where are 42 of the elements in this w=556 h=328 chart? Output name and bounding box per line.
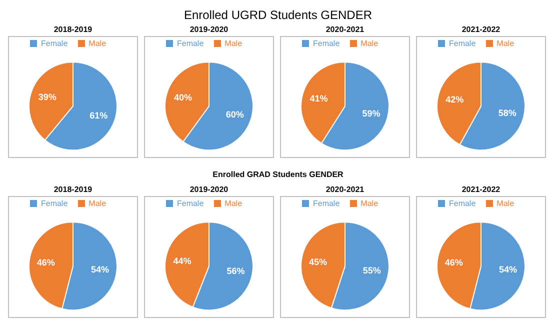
- data-label: 61%: [90, 110, 108, 120]
- legend-label: Female: [40, 39, 68, 48]
- legend-label: Male: [496, 199, 514, 208]
- legend-label: Male: [88, 199, 106, 208]
- data-label: 54%: [499, 264, 518, 275]
- data-label: 56%: [226, 266, 245, 276]
- legend-label: Female: [312, 199, 340, 208]
- legend-label: Female: [312, 39, 340, 48]
- data-label: 58%: [498, 108, 516, 118]
- legend-label: Male: [224, 39, 242, 48]
- data-label: 46%: [36, 258, 55, 268]
- data-label: 41%: [310, 94, 328, 104]
- chart-title: 2019-2020: [188, 184, 230, 196]
- data-label: 42%: [446, 94, 464, 104]
- chart-title: 2021-2022: [460, 24, 502, 36]
- legend-label: Male: [360, 39, 378, 48]
- data-label: 39%: [38, 92, 56, 102]
- legend-label: Male: [224, 199, 242, 208]
- data-label: 59%: [362, 108, 380, 119]
- data-label: 55%: [362, 265, 381, 276]
- data-label: 45%: [309, 256, 328, 267]
- data-label: 46%: [444, 258, 463, 268]
- legend-label: Female: [176, 199, 204, 208]
- data-label: 40%: [174, 92, 192, 103]
- chart-title: 2018-2019: [52, 24, 94, 36]
- data-label: 60%: [226, 110, 244, 120]
- legend-label: Female: [448, 199, 476, 208]
- legend-label: Female: [40, 199, 68, 208]
- legend-label: Male: [496, 39, 514, 48]
- text: Enrolled GRAD Students GENDER: [212, 169, 344, 181]
- chart-title: 2020-2021: [324, 184, 366, 196]
- chart-title: 2019-2020: [188, 24, 230, 36]
- legend-label: Male: [360, 199, 378, 208]
- legend-label: Female: [176, 39, 204, 48]
- legend-label: Female: [448, 39, 476, 48]
- chart-title: 2018-2019: [52, 184, 94, 196]
- legend-label: Male: [88, 39, 106, 48]
- data-label: 44%: [173, 256, 192, 266]
- data-label: 54%: [91, 264, 110, 275]
- chart-title: 2020-2021: [324, 24, 366, 36]
- chart-title: 2021-2022: [460, 184, 502, 196]
- text: Enrolled UGRD Students GENDER: [182, 8, 374, 22]
